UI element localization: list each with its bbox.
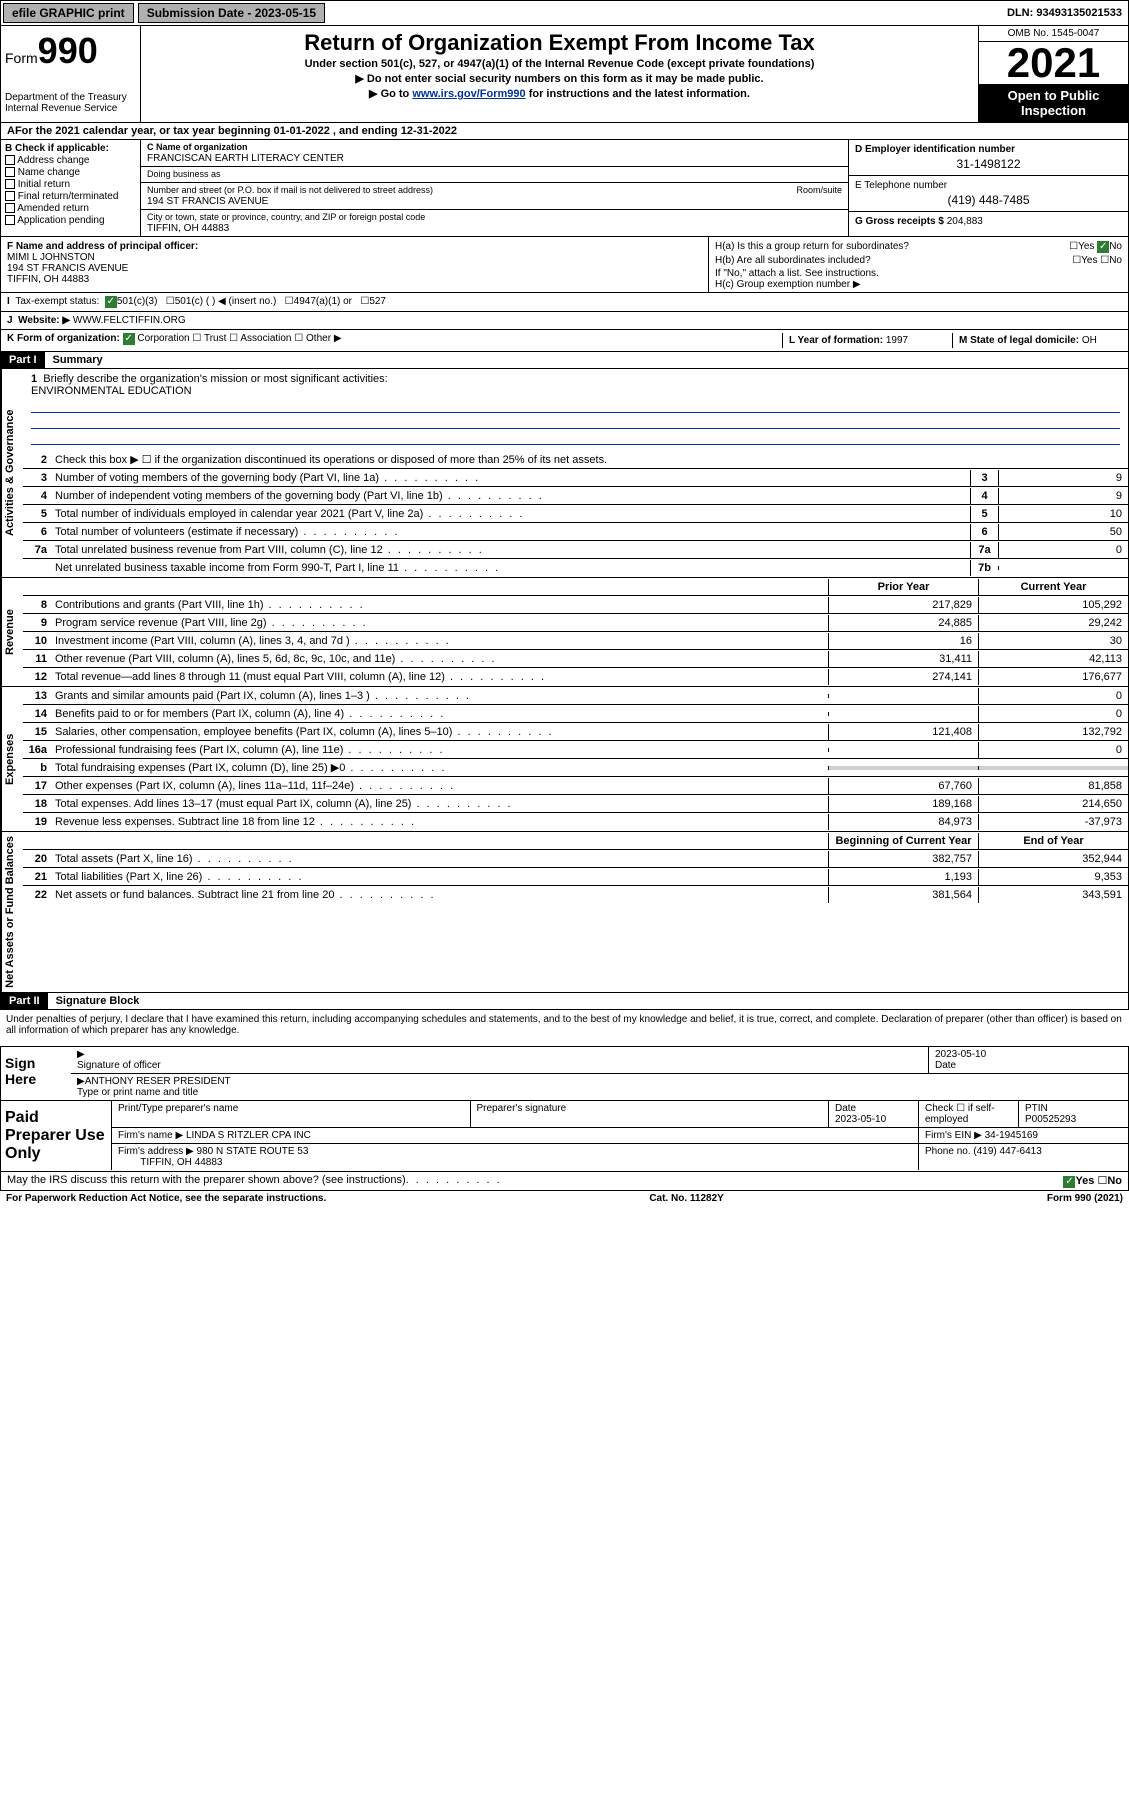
website-value: WWW.FELCTIFFIN.ORG	[73, 315, 186, 326]
checkbox-item: Initial return	[5, 179, 136, 190]
part-2-header: Part II Signature Block	[0, 993, 1129, 1010]
sign-date: 2023-05-10	[935, 1049, 986, 1060]
governance-tab: Activities & Governance	[1, 369, 23, 577]
form-number: Form990	[5, 30, 136, 72]
penalty-statement: Under penalties of perjury, I declare th…	[0, 1010, 1129, 1040]
summary-line: 8Contributions and grants (Part VIII, li…	[23, 596, 1128, 614]
org-form-row: K Form of organization: ✓ Corporation ☐ …	[0, 330, 1129, 352]
checked-icon: ✓	[1097, 241, 1109, 253]
net-assets-section: Net Assets or Fund Balances Beginning of…	[0, 832, 1129, 993]
expenses-section: Expenses 13Grants and similar amounts pa…	[0, 687, 1129, 832]
firm-phone: (419) 447-6413	[973, 1146, 1041, 1157]
form-title: Return of Organization Exempt From Incom…	[145, 30, 974, 56]
website-row: J Website: ▶ WWW.FELCTIFFIN.ORG	[0, 312, 1129, 330]
ein-value: 31-1498122	[855, 157, 1122, 171]
ptin-value: P00525293	[1025, 1114, 1076, 1125]
summary-line: 10Investment income (Part VIII, column (…	[23, 632, 1128, 650]
checked-icon: ✓	[123, 333, 135, 345]
revenue-tab: Revenue	[1, 578, 23, 686]
part-1-header: Part I Summary	[0, 352, 1129, 369]
prep-date: 2023-05-10	[835, 1114, 886, 1125]
checkbox-item: Name change	[5, 167, 136, 178]
summary-line: 6Total number of volunteers (estimate if…	[23, 523, 1128, 541]
open-public-badge: Open to Public Inspection	[979, 84, 1128, 122]
summary-line: 14Benefits paid to or for members (Part …	[23, 705, 1128, 723]
summary-line: 16aProfessional fundraising fees (Part I…	[23, 741, 1128, 759]
summary-line: 17Other expenses (Part IX, column (A), l…	[23, 777, 1128, 795]
summary-line: 21Total liabilities (Part X, line 26)1,1…	[23, 868, 1128, 886]
summary-line: 5Total number of individuals employed in…	[23, 505, 1128, 523]
summary-line: 4Number of independent voting members of…	[23, 487, 1128, 505]
checkbox-item: Amended return	[5, 203, 136, 214]
h-block: H(a) Is this a group return for subordin…	[708, 237, 1128, 292]
summary-line: bTotal fundraising expenses (Part IX, co…	[23, 759, 1128, 777]
summary-line: 3Number of voting members of the governi…	[23, 469, 1128, 487]
firm-ein: 34-1945169	[985, 1130, 1038, 1141]
summary-line: 13Grants and similar amounts paid (Part …	[23, 687, 1128, 705]
ssn-note: ▶ Do not enter social security numbers o…	[145, 72, 974, 85]
summary-line: Net unrelated business taxable income fr…	[23, 559, 1128, 577]
tax-year: 2021	[979, 42, 1128, 84]
box-b: B Check if applicable: Address change Na…	[1, 140, 141, 236]
governance-section: Activities & Governance 1 Briefly descri…	[0, 369, 1129, 578]
summary-line: 18Total expenses. Add lines 13–17 (must …	[23, 795, 1128, 813]
checkbox-item: Address change	[5, 155, 136, 166]
summary-line: 9Program service revenue (Part VIII, lin…	[23, 614, 1128, 632]
form-subtitle: Under section 501(c), 527, or 4947(a)(1)…	[145, 58, 974, 70]
department-label: Department of the Treasury Internal Reve…	[5, 92, 136, 114]
dln-label: DLN: 93493135021533	[1001, 5, 1128, 21]
efile-print-button[interactable]: efile GRAPHIC print	[3, 3, 134, 23]
phone-value: (419) 448-7485	[855, 193, 1122, 207]
checkbox-item: Application pending	[5, 215, 136, 226]
page-footer: For Paperwork Reduction Act Notice, see …	[0, 1191, 1129, 1206]
expenses-tab: Expenses	[1, 687, 23, 831]
firm-name: LINDA S RITZLER CPA INC	[186, 1130, 311, 1141]
summary-line: 12Total revenue—add lines 8 through 11 (…	[23, 668, 1128, 686]
org-name-cell: C Name of organization FRANCISCAN EARTH …	[141, 140, 848, 167]
mission-text: ENVIRONMENTAL EDUCATION	[31, 385, 192, 397]
summary-line: 15Salaries, other compensation, employee…	[23, 723, 1128, 741]
officer-name: MIMI L JOHNSTON	[7, 252, 95, 263]
address-cell: Number and street (or P.O. box if mail i…	[141, 183, 848, 210]
submission-date-label: Submission Date - 2023-05-15	[138, 3, 325, 23]
summary-line: 7aTotal unrelated business revenue from …	[23, 541, 1128, 559]
checkbox-item: Final return/terminated	[5, 191, 136, 202]
summary-line: 19Revenue less expenses. Subtract line 1…	[23, 813, 1128, 831]
checked-icon: ✓	[105, 296, 117, 308]
discuss-row: May the IRS discuss this return with the…	[0, 1172, 1129, 1191]
ein-cell: D Employer identification number 31-1498…	[849, 140, 1128, 176]
checked-icon: ✓	[1063, 1176, 1075, 1188]
city-cell: City or town, state or province, country…	[141, 210, 848, 236]
phone-cell: E Telephone number (419) 448-7485	[849, 176, 1128, 212]
dba-cell: Doing business as	[141, 167, 848, 183]
summary-line: 20Total assets (Part X, line 16)382,7573…	[23, 850, 1128, 868]
summary-line: 11Other revenue (Part VIII, column (A), …	[23, 650, 1128, 668]
form-header: Form990 Department of the Treasury Inter…	[0, 26, 1129, 123]
net-assets-tab: Net Assets or Fund Balances	[1, 832, 23, 992]
entity-block: B Check if applicable: Address change Na…	[0, 140, 1129, 237]
irs-link[interactable]: www.irs.gov/Form990	[412, 88, 525, 100]
tax-year-line: A For the 2021 calendar year, or tax yea…	[0, 123, 1129, 140]
state-domicile: M State of legal domicile: OH	[952, 333, 1122, 348]
officer-signed-name: ANTHONY RESER PRESIDENT	[85, 1076, 231, 1087]
year-formation: L Year of formation: 1997	[782, 333, 952, 348]
sign-here-block: Sign Here ▶Signature of officer 2023-05-…	[0, 1046, 1129, 1101]
paid-preparer-block: Paid Preparer Use Only Print/Type prepar…	[0, 1101, 1129, 1172]
gross-receipts-cell: G Gross receipts $ 204,883	[849, 212, 1128, 231]
org-name: FRANCISCAN EARTH LITERACY CENTER	[147, 153, 344, 164]
gross-receipts-value: 204,883	[947, 216, 983, 227]
revenue-section: Revenue Prior Year Current Year 8Contrib…	[0, 578, 1129, 687]
summary-line: 22Net assets or fund balances. Subtract …	[23, 886, 1128, 904]
tax-status-row: I Tax-exempt status: ✓ 501(c)(3) ☐ 501(c…	[0, 293, 1129, 312]
officer-block: F Name and address of principal officer:…	[0, 237, 1129, 293]
instructions-note: ▶ Go to www.irs.gov/Form990 for instruct…	[145, 87, 974, 100]
top-bar: efile GRAPHIC print Submission Date - 20…	[0, 0, 1129, 26]
